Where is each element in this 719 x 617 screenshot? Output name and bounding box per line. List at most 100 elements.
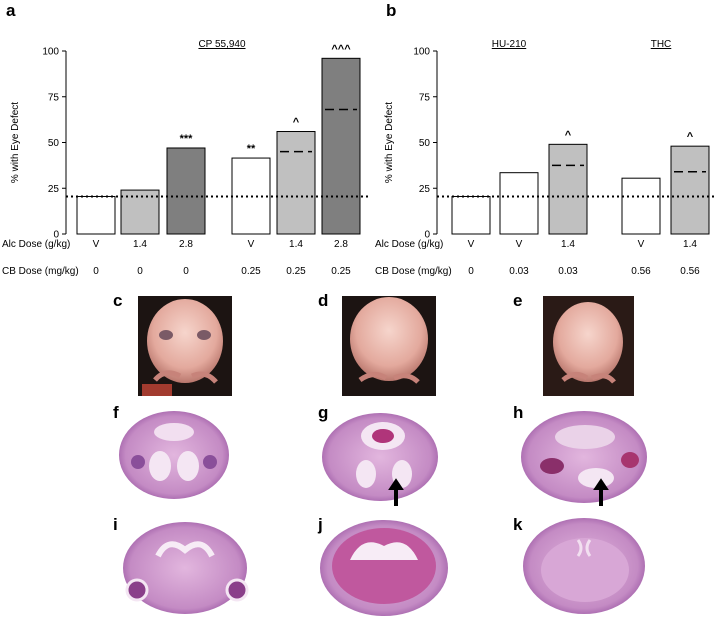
y-tick-label-a-75: 75 <box>48 92 60 103</box>
section-k-inner <box>541 538 629 602</box>
y-tick-label-b-50: 50 <box>419 138 431 149</box>
significance-label-a-6: ^^^ <box>331 43 351 55</box>
alc-dose-label-a: Alc Dose (g/kg) <box>2 239 70 250</box>
section-i-tissue <box>123 522 247 614</box>
alc-dose-value-a-4: V <box>248 239 255 250</box>
panel-letter-k: k <box>513 515 523 534</box>
panel-letter-j: j <box>317 515 323 534</box>
section-h-eye-left <box>540 458 564 474</box>
alc-dose-value-b-1: V <box>468 239 475 250</box>
panel-letter-g: g <box>318 403 328 422</box>
section-f-eye-right <box>203 455 217 469</box>
group-label-b-1: HU-210 <box>492 39 527 50</box>
significance-label-b-3: ^ <box>565 129 572 141</box>
panel-letter-a: a <box>6 1 16 20</box>
photo-d <box>342 296 436 396</box>
photo-e-limbs <box>561 372 616 384</box>
section-i-eye-right <box>225 578 249 602</box>
bar-b-2 <box>499 172 539 235</box>
y-tick-label-a-100: 100 <box>42 47 59 58</box>
y-axis-label-b: % with Eye Defect <box>384 102 395 183</box>
panel-letter-e: e <box>513 291 522 310</box>
section-k <box>523 518 645 614</box>
significance-label-a-3: *** <box>180 133 194 145</box>
significance-label-a-4: ** <box>247 143 256 155</box>
y-tick-label-b-75: 75 <box>419 92 431 103</box>
alc-dose-value-b-3: 1.4 <box>561 239 575 250</box>
photo-c <box>138 296 232 396</box>
cb-dose-value-b-4: 0.56 <box>631 266 651 277</box>
panel-letter-f: f <box>113 403 119 422</box>
section-f-cavity-right <box>177 451 199 481</box>
chart-panel-a: 0 25 50 75 100 % with Eye Defect V 0 1.4 0 *** 2.8 0… <box>10 39 370 277</box>
alc-dose-value-a-3: 2.8 <box>179 239 193 250</box>
bar-a-6 <box>321 57 361 235</box>
section-f <box>119 411 229 499</box>
cb-dose-value-b-1: 0 <box>468 266 474 277</box>
photo-d-embryo <box>350 297 428 381</box>
photo-c-base <box>142 384 172 396</box>
section-h-tissue <box>521 411 647 503</box>
panel-letter-i: i <box>113 515 118 534</box>
significance-label-b-5: ^ <box>687 131 694 143</box>
photo-c-right-eye <box>197 330 211 340</box>
bar-a-3 <box>166 147 206 235</box>
photo-e-embryo <box>553 302 623 382</box>
cb-dose-value-a-2: 0 <box>137 266 143 277</box>
section-h-arrow <box>593 478 609 506</box>
cb-dose-value-a-1: 0 <box>93 266 99 277</box>
panel-letter-b: b <box>386 1 396 20</box>
alc-dose-value-b-4: V <box>638 239 645 250</box>
photo-d-limbs <box>358 372 420 384</box>
y-tick-label-a-0: 0 <box>53 230 59 241</box>
bar-a-1 <box>76 195 116 235</box>
y-tick-label-a-50: 50 <box>48 138 60 149</box>
bar-a-5 <box>276 131 316 235</box>
section-f-forebrain <box>154 423 194 441</box>
section-k-fissure <box>576 539 592 557</box>
alc-dose-value-a-1: V <box>93 239 100 250</box>
group-label-a-1: CP 55,940 <box>198 39 246 50</box>
section-f-tissue <box>119 411 229 499</box>
panel-letter-h: h <box>513 403 523 422</box>
cb-dose-value-b-2: 0.03 <box>509 266 529 277</box>
section-h <box>521 411 647 506</box>
cb-dose-value-a-3: 0 <box>183 266 189 277</box>
bar-b-4 <box>621 177 661 235</box>
chart-panel-b: 0 25 50 75 100 % with Eye Defect V 0 V 0.03 ^ 1.4 0.… <box>384 39 716 277</box>
bar-b-5 <box>670 145 710 235</box>
alc-dose-value-b-5: 1.4 <box>683 239 697 250</box>
section-j-cortex <box>332 528 436 604</box>
significance-label-a-5: ^ <box>293 117 300 129</box>
photo-c-limbs <box>153 370 218 384</box>
photo-e <box>543 296 634 396</box>
y-tick-label-a-25: 25 <box>48 184 60 195</box>
cb-dose-label-b: CB Dose (mg/kg) <box>375 266 452 277</box>
alc-dose-value-b-2: V <box>516 239 523 250</box>
alc-dose-value-a-2: 1.4 <box>133 239 147 250</box>
cb-dose-label-a: CB Dose (mg/kg) <box>2 266 79 277</box>
y-tick-label-b-25: 25 <box>419 184 431 195</box>
section-f-eye-left <box>131 455 145 469</box>
alc-dose-value-a-5: 1.4 <box>289 239 303 250</box>
bar-b-3 <box>548 143 588 235</box>
photo-c-embryo <box>147 299 223 383</box>
section-f-cavity-left <box>149 451 171 481</box>
cb-dose-value-a-4: 0.25 <box>241 266 261 277</box>
section-h-cavity <box>578 468 614 488</box>
alc-dose-label-b: Alc Dose (g/kg) <box>375 239 443 250</box>
section-g-ventricle <box>372 429 394 443</box>
section-i <box>123 522 249 614</box>
cb-dose-value-a-6: 0.25 <box>331 266 351 277</box>
section-g <box>322 413 438 506</box>
y-tick-label-b-100: 100 <box>413 47 430 58</box>
section-g-cavity-left <box>356 460 376 488</box>
y-tick-label-b-0: 0 <box>424 230 430 241</box>
section-i-ventricles <box>155 541 215 558</box>
section-i-eye-left <box>125 578 149 602</box>
panel-letter-c: c <box>113 291 122 310</box>
cb-dose-value-b-3: 0.03 <box>558 266 578 277</box>
alc-dose-value-a-6: 2.8 <box>334 239 348 250</box>
section-h-brain <box>555 425 615 449</box>
